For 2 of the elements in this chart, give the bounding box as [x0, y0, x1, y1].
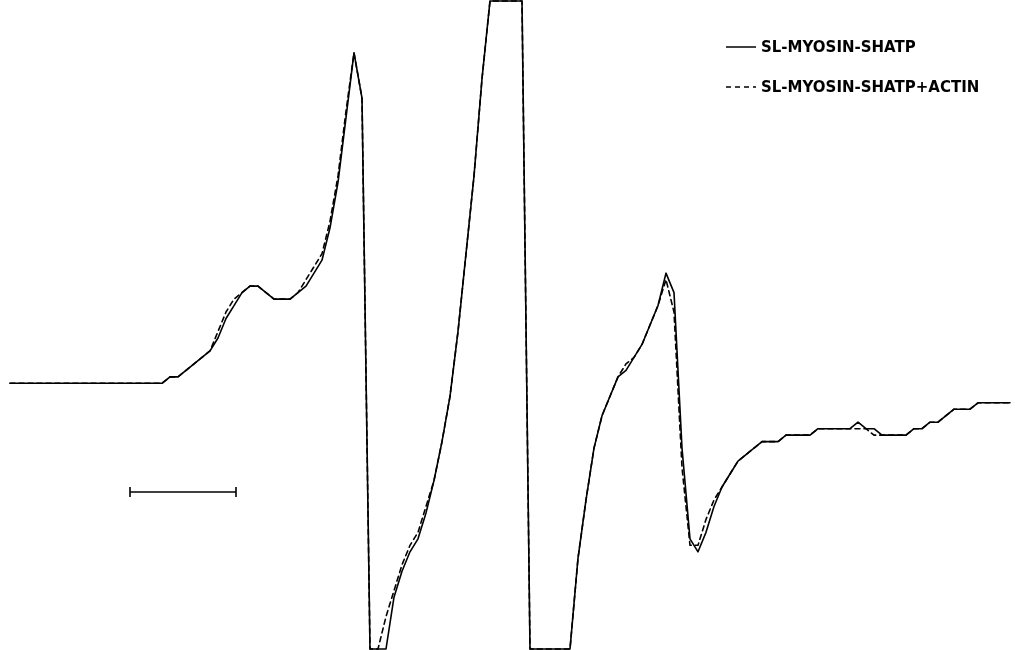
- legend-label: SL-MYOSIN-SHATP: [761, 38, 916, 56]
- legend-label: SL-MYOSIN-SHATP+ACTIN: [761, 78, 980, 96]
